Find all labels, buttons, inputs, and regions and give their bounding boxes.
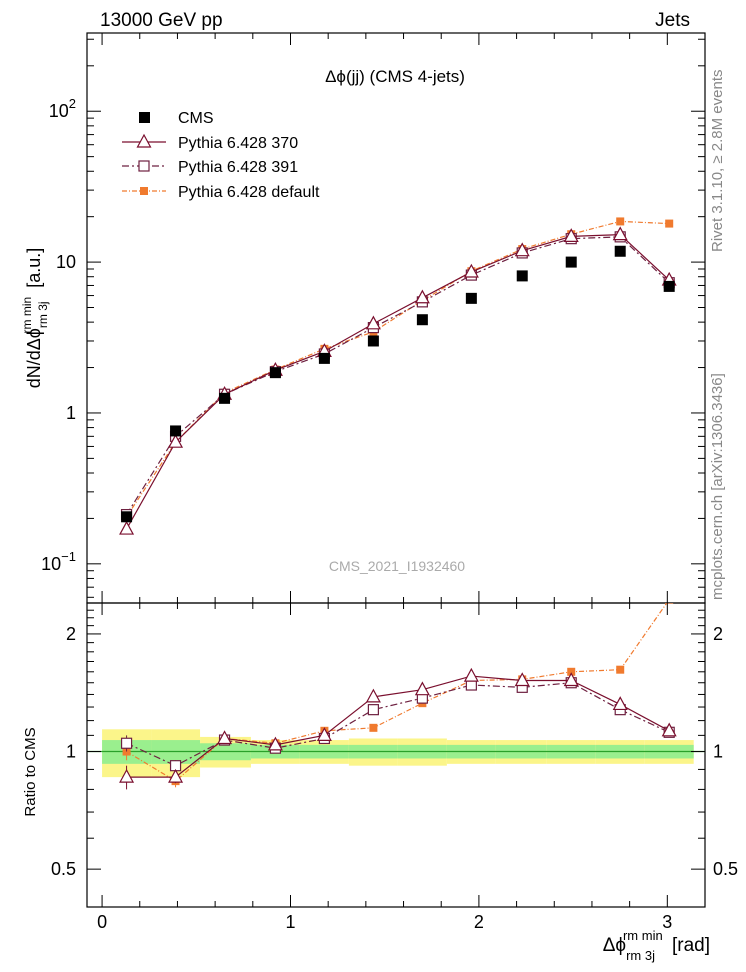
ratio-point-0 <box>612 696 628 711</box>
ratio-point-2 <box>665 603 674 604</box>
x-tick-label: 2 <box>474 912 484 932</box>
ratio-line-0 <box>126 675 670 778</box>
analysis-watermark: CMS_2021_I1932460 <box>329 558 465 574</box>
rivet-note: Rivet 3.1.10, ≥ 2.8M events <box>709 70 726 253</box>
ratio-panel-frame <box>86 602 706 908</box>
cms-data-point <box>318 352 330 364</box>
ratio-point-0 <box>514 672 530 687</box>
legend-label-370: Pythia 6.428 370 <box>178 135 298 152</box>
y-tick-label: 1 <box>66 403 76 423</box>
axis-tick-labels: 0 1 2 3 10−1 1 10 102 0.5 0.5 1 1 2 2 <box>41 96 738 932</box>
ratio-point-0 <box>661 722 677 737</box>
ratio-point-0 <box>365 688 381 703</box>
ratio-y-tick-label: 1 <box>66 742 76 762</box>
y-tick-label: 10 <box>56 252 76 272</box>
legend-label-cms: CMS <box>178 110 214 127</box>
cms-data-point <box>663 280 675 292</box>
ratio-point-0 <box>267 736 283 751</box>
ratio-y-tick-label-right: 1 <box>713 742 723 762</box>
legend-marker-370 <box>136 133 152 148</box>
ratio-point-1 <box>367 704 379 716</box>
legend-marker-cms <box>139 112 150 123</box>
series-point-0 <box>119 520 135 535</box>
series-point-2 <box>616 217 625 226</box>
x-tick-label: 1 <box>285 912 295 932</box>
ratio-point-0 <box>119 768 135 783</box>
ratio-point-0 <box>168 768 184 783</box>
cms-data-point <box>219 392 231 404</box>
y-tick-label: 102 <box>49 96 76 121</box>
svg-text:Δϕrm 3jrm min [rad]: Δϕrm 3jrm min [rad] <box>603 928 710 963</box>
series-point-0 <box>514 242 530 257</box>
ratio-series-group <box>119 603 677 790</box>
ratio-y-tick-label: 2 <box>66 624 76 644</box>
cms-data-point <box>367 335 379 347</box>
cms-data-point <box>416 314 428 326</box>
series-point-2 <box>665 219 674 228</box>
series-line-2 <box>126 220 670 518</box>
y-axis-title: dN/dΔϕrm 3jrm min [a.u.] <box>20 248 50 389</box>
series-point-0 <box>414 289 430 304</box>
ratio-point-0 <box>316 727 332 741</box>
legend: CMS Pythia 6.428 370 Pythia 6.428 391 Py… <box>122 110 320 201</box>
cms-data-point <box>614 245 626 257</box>
cms-data-point <box>170 425 182 437</box>
series-line-1 <box>126 236 670 515</box>
ratio-point-0 <box>463 667 479 682</box>
ratio-y-tick-label: 0.5 <box>51 859 76 879</box>
ratio-uncertainty-bands <box>102 729 694 778</box>
ratio-y-tick-label-right: 0.5 <box>713 859 738 879</box>
header-right: Jets <box>655 10 690 31</box>
x-axis-title: Δϕrm 3jrm min [rad] <box>603 928 710 963</box>
ratio-point-2 <box>616 665 625 674</box>
series-point-0 <box>563 228 579 243</box>
ratio-point-2 <box>567 667 576 676</box>
series-point-0 <box>463 263 479 278</box>
y-tick-label: 10−1 <box>41 549 76 574</box>
legend-marker-391 <box>138 160 150 172</box>
cms-data-points <box>121 245 675 523</box>
svg-text:dN/dΔϕrm 3jrm min [a.u.]: dN/dΔϕrm 3jrm min [a.u.] <box>20 248 50 389</box>
ratio-point-0 <box>414 681 430 696</box>
x-tick-label: 3 <box>662 912 672 932</box>
x-tick-label: 0 <box>97 912 107 932</box>
mcplots-note: mcplots.cern.ch [arXiv:1306.3436] <box>709 373 726 600</box>
header-left: 13000 GeV pp <box>100 10 223 31</box>
legend-marker-default <box>140 187 148 195</box>
cms-data-point <box>465 292 477 304</box>
cms-data-point <box>269 367 281 379</box>
cms-data-point <box>516 270 528 282</box>
ratio-point-1 <box>120 737 133 749</box>
ratio-y-tick-label-right: 2 <box>713 624 723 644</box>
series-point-0 <box>612 226 628 241</box>
series-point-0 <box>168 433 184 448</box>
ratio-y-axis-title: Ratio to CMS <box>22 727 39 816</box>
cms-data-point <box>565 256 577 268</box>
ratio-point-0 <box>217 730 233 745</box>
ratio-point-0 <box>563 672 579 687</box>
series-line-0 <box>126 234 670 530</box>
chart-title: Δϕ(jj) (CMS 4-jets) <box>325 67 465 86</box>
cms-data-point <box>121 511 133 523</box>
ratio-point-2 <box>369 723 378 732</box>
axis-ticks <box>87 33 706 908</box>
legend-label-391: Pythia 6.428 391 <box>178 159 298 176</box>
main-series-group <box>119 217 677 535</box>
legend-label-default: Pythia 6.428 default <box>178 184 320 201</box>
series-point-0 <box>365 315 381 330</box>
